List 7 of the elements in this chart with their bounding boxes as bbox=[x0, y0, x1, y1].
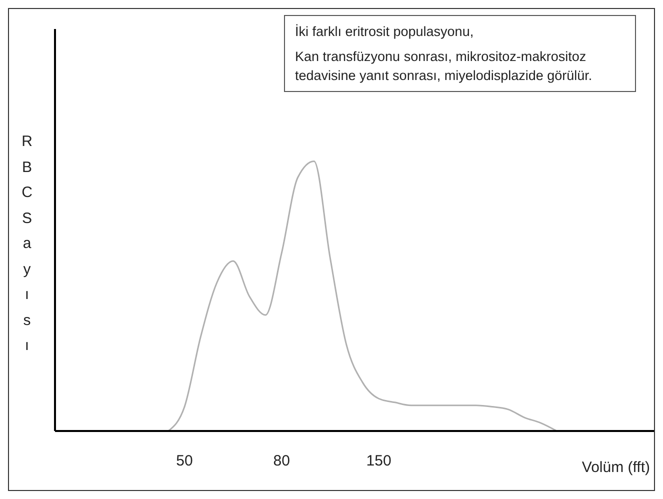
text: İki farklı eritrosit populasyonu, bbox=[295, 23, 475, 41]
text: Kan transfüzyonu sonrası, mikrositoz-makrositoz tedavisine yanıt sonrası, miyelodisplazide görülür. bbox=[295, 48, 594, 85]
x-axis-title: Volüm (fft) bbox=[582, 459, 650, 476]
x-tick-label: 50 bbox=[176, 452, 193, 470]
text: RBC Sayısı bbox=[22, 133, 32, 354]
x-tick-label: 150 bbox=[366, 452, 392, 470]
x-tick-label: 80 bbox=[273, 452, 290, 470]
